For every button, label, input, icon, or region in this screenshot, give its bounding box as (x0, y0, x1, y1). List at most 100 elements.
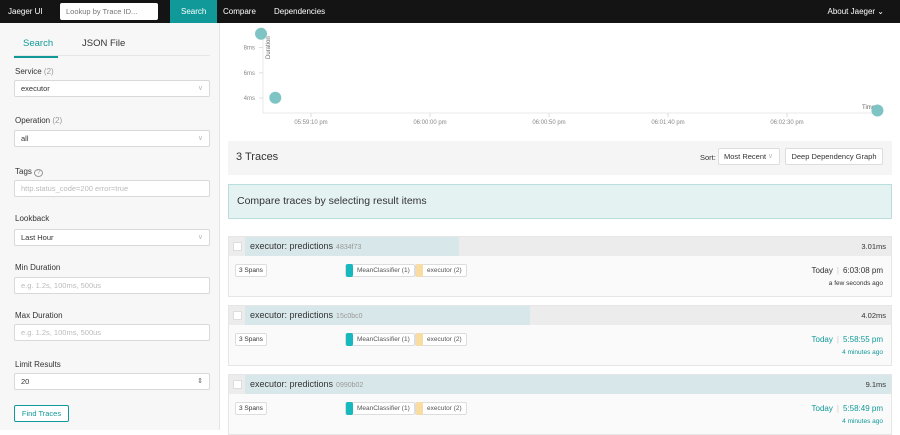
trace-body: 3 Spans MeanClassifier (1) executor (2) To… (229, 394, 891, 434)
lookback-label: Lookback (15, 214, 50, 223)
min-duration-label: Min Duration (15, 263, 61, 272)
service-count: (2) (43, 67, 54, 76)
trace-day: Today (811, 404, 833, 413)
x-tick-label: 06:00:50 pm (532, 120, 565, 126)
help-icon[interactable]: ? (34, 169, 44, 177)
trace-header[interactable]: executor: predictions 0990b02 9.1ms (229, 375, 891, 394)
results-header: 3 Traces Sort: Most Recent ∨ Deep Depende… (228, 141, 892, 175)
operation-count: (2) (52, 116, 63, 125)
trace-id: 4834f73 (336, 244, 362, 251)
tab-search[interactable]: Search (13, 38, 59, 58)
nav-tab-search[interactable]: Search (170, 0, 218, 23)
trace-relative-time: a few seconds ago (828, 280, 883, 287)
service-color-swatch (346, 264, 353, 277)
trace-title[interactable]: executor: predictions 4834f73 (250, 241, 361, 251)
select-trace-checkbox[interactable] (233, 242, 242, 251)
service-tag-label: executor (2) (427, 267, 462, 274)
compare-hint: Compare traces by selecting result items (228, 184, 892, 219)
trace-count: 3 Traces (236, 151, 279, 163)
trace-scatter-chart: 4ms 6ms 8ms 05:59:10 pm 06:00:00 pm 06:00:50 … (228, 23, 892, 141)
operation-label: Operation (2) (15, 116, 62, 125)
service-select[interactable]: executor ∨ (14, 80, 210, 97)
trace-time: 5:58:49 pm (842, 404, 883, 413)
chevron-down-icon: ∨ (197, 85, 203, 92)
select-value: all (21, 134, 29, 143)
trace-result-item[interactable]: executor: predictions 4834f73 3.01ms 3 Sp… (228, 236, 892, 297)
service-color-swatch (346, 402, 353, 415)
label-text: Operation (15, 116, 51, 125)
service-tag: MeanClassifier (1) (345, 264, 415, 277)
sort-label: Sort: (700, 153, 716, 162)
chevron-down-icon: ∨ (767, 153, 773, 160)
trace-relative-time: 4 minutes ago (842, 349, 883, 356)
sort-select[interactable]: Most Recent ∨ (718, 148, 780, 165)
divider: | (836, 266, 839, 275)
duration-bar (245, 375, 891, 394)
select-value: Last Hour (21, 233, 54, 242)
service-tag: executor (2) (415, 264, 467, 277)
nav-tab-dependencies[interactable]: Dependencies (274, 7, 326, 16)
trace-title[interactable]: executor: predictions 15c0bc0 (250, 310, 363, 320)
nav-tab-compare[interactable]: Compare (223, 7, 256, 16)
trace-start-time: Today | 5:58:49 pm (812, 404, 883, 413)
trace-header[interactable]: executor: predictions 15c0bc0 4.02ms (229, 306, 891, 325)
service-tag-label: executor (2) (427, 336, 462, 343)
select-trace-checkbox[interactable] (233, 311, 242, 320)
trace-point (269, 91, 282, 104)
trace-title[interactable]: executor: predictions 0990b02 (250, 379, 363, 389)
trace-name: executor: predictions (250, 379, 334, 389)
span-count-badge: 3 Spans (235, 264, 267, 277)
trace-result-item[interactable]: executor: predictions 0990b02 9.1ms 3 Spa… (228, 374, 892, 435)
trace-point (871, 104, 884, 117)
select-value: executor (21, 84, 50, 93)
operation-select[interactable]: all ∨ (14, 130, 210, 147)
brand-logo[interactable]: Jaeger UI (8, 7, 43, 16)
service-tag: executor (2) (415, 333, 467, 346)
input-value: 20 (21, 377, 30, 386)
deep-dependency-graph-button[interactable]: Deep Dependency Graph (785, 148, 883, 165)
duration-bar (245, 306, 531, 325)
divider: | (836, 335, 839, 344)
x-tick-label: 06:00:00 pm (413, 120, 446, 126)
trace-result-item[interactable]: executor: predictions 15c0bc0 4.02ms 3 Sp… (228, 305, 892, 366)
trace-name: executor: predictions (250, 310, 334, 320)
limit-results-label: Limit Results (15, 360, 61, 369)
trace-start-time: Today | 6:03:08 pm (812, 266, 883, 275)
trace-duration: 3.01ms (861, 242, 886, 251)
chevron-down-icon: ∨ (197, 234, 203, 241)
y-axis-label: Duration (266, 36, 272, 59)
trace-name: executor: predictions (250, 241, 334, 251)
trace-id: 0990b02 (336, 382, 364, 389)
x-tick-label: 06:02:30 pm (770, 120, 803, 126)
stepper-icon[interactable]: ⇕ (197, 378, 203, 385)
label-text: Service (15, 67, 42, 76)
chevron-down-icon: ∨ (197, 135, 203, 142)
service-label: Service (2) (15, 67, 54, 76)
select-trace-checkbox[interactable] (233, 380, 242, 389)
service-color-swatch (346, 333, 353, 346)
trace-body: 3 Spans MeanClassifier (1) executor (2) To… (229, 325, 891, 365)
max-duration-label: Max Duration (15, 311, 63, 320)
trace-relative-time: 4 minutes ago (842, 418, 883, 425)
trace-duration: 4.02ms (861, 311, 886, 320)
tab-json-file[interactable]: JSON File (82, 38, 126, 49)
service-tag-label: MeanClassifier (1) (357, 267, 410, 274)
find-traces-button[interactable]: Find Traces (14, 405, 69, 422)
search-sidebar: Search JSON File Service (2) executor ∨ O… (0, 23, 220, 430)
service-tag: MeanClassifier (1) (345, 333, 415, 346)
trace-time: 5:58:55 pm (842, 335, 883, 344)
top-nav: Jaeger UI Search Compare Dependencies Ab… (0, 0, 900, 23)
tags-input[interactable]: http.status_code=200 error=true (14, 180, 210, 197)
tags-label: Tags ? (15, 167, 44, 177)
max-duration-input[interactable]: e.g. 1.2s, 100ms, 500us (14, 324, 210, 341)
y-tick-label: 4ms (244, 96, 255, 102)
trace-time: 6:03:08 pm (842, 266, 883, 275)
trace-header[interactable]: executor: predictions 4834f73 3.01ms (229, 237, 891, 256)
limit-results-input[interactable]: 20 ⇕ (14, 373, 210, 390)
trace-id-lookup-input[interactable] (60, 3, 158, 20)
trace-day: Today (811, 266, 833, 275)
label-text: Tags (15, 167, 32, 176)
lookback-select[interactable]: Last Hour ∨ (14, 229, 210, 246)
about-jaeger-menu[interactable]: About Jaeger ⌄ (827, 7, 884, 16)
min-duration-input[interactable]: e.g. 1.2s, 100ms, 500us (14, 277, 210, 294)
